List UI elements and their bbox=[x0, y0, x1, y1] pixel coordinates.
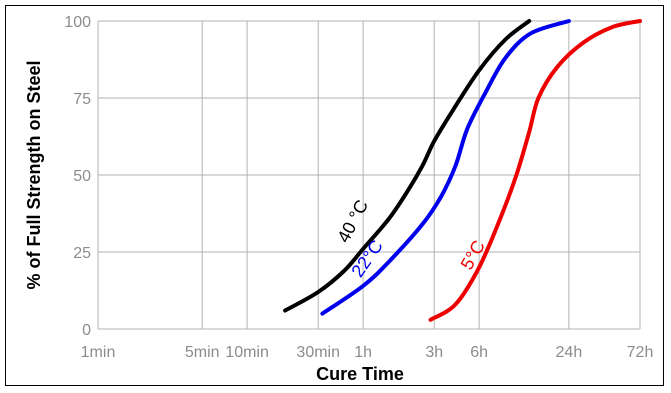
y-tick-label: 100 bbox=[64, 14, 91, 31]
series-label-0: 40 °C bbox=[333, 197, 372, 246]
y-tick-label: 75 bbox=[73, 91, 91, 108]
y-axis-label: % of Full Strength on Steel bbox=[24, 61, 44, 290]
series-line-0 bbox=[283, 19, 532, 313]
series-line-1 bbox=[320, 19, 571, 316]
y-tick-label: 25 bbox=[73, 245, 91, 262]
x-axis-label: Cure Time bbox=[316, 364, 404, 384]
x-tick-label: 72h bbox=[627, 344, 654, 361]
y-tick-label: 0 bbox=[82, 322, 91, 339]
x-tick-label: 6h bbox=[470, 344, 488, 361]
series-line-2 bbox=[428, 19, 642, 322]
grid-lines bbox=[97, 20, 641, 330]
series-label-2: 5°C bbox=[457, 237, 489, 273]
series-curves: 40 °C22°C 5°C bbox=[283, 19, 642, 322]
x-tick-label: 30min bbox=[296, 344, 340, 361]
x-tick-label: 3h bbox=[425, 344, 443, 361]
tick-labels: 1min 5min 10min 30min 1h 3h 6h 24h 72h 0 25 50 75 100 bbox=[64, 14, 653, 361]
x-tick-label: 24h bbox=[556, 344, 583, 361]
x-tick-label: 5min bbox=[185, 344, 220, 361]
x-tick-label: 10min bbox=[225, 344, 269, 361]
x-tick-label: 1h bbox=[354, 344, 372, 361]
y-tick-label: 50 bbox=[73, 168, 91, 185]
x-tick-label: 1min bbox=[81, 344, 116, 361]
